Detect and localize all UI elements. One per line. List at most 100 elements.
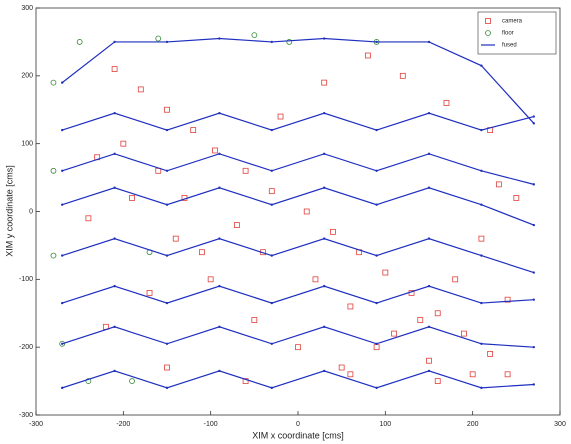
fused-vertex	[532, 383, 535, 386]
camera-point	[495, 181, 502, 188]
fused-vertex	[532, 122, 535, 125]
x-tick-label: -200	[116, 421, 130, 428]
camera-point	[391, 330, 397, 337]
camera-point	[295, 344, 301, 351]
fused-vertex	[323, 369, 326, 373]
camera-point	[434, 310, 441, 317]
fused-vertex	[427, 325, 431, 329]
camera-point	[312, 276, 319, 283]
camera-point	[469, 371, 476, 378]
fused-vertex	[61, 254, 64, 257]
x-tick-label: 100	[379, 421, 391, 428]
fused-vertex	[323, 284, 326, 288]
camera-point	[513, 195, 520, 201]
camera-point	[399, 72, 406, 79]
camera-point	[207, 276, 214, 283]
camera-point	[347, 303, 354, 310]
fused-vertex	[218, 111, 221, 115]
camera-point	[504, 296, 511, 303]
fused-vertex	[375, 301, 378, 305]
x-tick-label: -100	[204, 421, 218, 428]
y-tick-label: 300	[21, 5, 33, 12]
fused-vertex	[323, 152, 326, 156]
camera-point	[137, 86, 144, 93]
floor-point	[50, 252, 57, 259]
fused-vertex	[270, 342, 273, 345]
floor-point	[286, 39, 293, 45]
camera-point	[146, 289, 153, 296]
fused-vertex	[165, 386, 169, 390]
fused-vertex	[480, 342, 483, 345]
fused-vertex	[323, 111, 326, 115]
fused-line	[61, 37, 535, 389]
fused-vertex	[375, 128, 378, 132]
fused-vertex	[427, 369, 431, 373]
x-tick-label: -300	[29, 421, 43, 428]
fused-vertex	[532, 115, 535, 118]
camera-point	[443, 100, 450, 106]
y-tick-label: 200	[21, 73, 33, 80]
y-tick-label: -300	[19, 412, 33, 419]
fused-vertex	[480, 128, 483, 132]
y-tick-label: -100	[19, 276, 33, 283]
legend-box	[477, 11, 557, 55]
fused-vertex	[61, 203, 64, 206]
fused-vertex	[323, 237, 326, 240]
fused-vertex	[427, 40, 431, 44]
camera-point	[164, 106, 170, 113]
fused-vertex	[61, 301, 64, 305]
fused-vertex	[61, 342, 64, 345]
fused-vertex	[113, 284, 116, 288]
camera-point	[120, 140, 127, 147]
fused-vertex	[61, 128, 64, 132]
fused-vertex	[323, 37, 326, 40]
fused-vertex	[113, 186, 116, 189]
camera-point	[417, 317, 424, 323]
fused-vertex	[323, 186, 326, 189]
fused-vertex	[113, 325, 116, 329]
y-tick-label: 100	[21, 141, 33, 148]
legend-label: floor	[502, 31, 514, 37]
camera-point	[461, 330, 467, 337]
fused-vertex	[165, 203, 169, 206]
camera-point	[303, 208, 310, 215]
camera-point	[504, 371, 511, 378]
fused-vertex	[323, 325, 326, 329]
camera-point	[478, 235, 485, 242]
camera-point	[434, 378, 441, 384]
fused-vertex	[532, 298, 535, 301]
fused-vertex	[218, 152, 221, 156]
fused-vertex	[218, 237, 221, 240]
camera-point	[111, 66, 118, 72]
fused-vertex	[427, 111, 431, 115]
legend-label: fused	[502, 43, 517, 49]
camera-point	[212, 147, 218, 154]
camera-point	[199, 249, 205, 256]
y-tick-label: -200	[19, 344, 33, 351]
fused-vertex	[113, 152, 116, 156]
fused-vertex	[532, 223, 535, 227]
fused-vertex	[480, 169, 483, 172]
fused-vertex	[165, 342, 169, 345]
x-tick-label: 200	[467, 421, 479, 428]
floor-point	[251, 32, 258, 39]
x-tick-label: 0	[296, 421, 300, 428]
fused-vertex	[375, 40, 378, 44]
camera-point	[330, 228, 336, 235]
floor-point	[76, 39, 83, 45]
camera-point	[347, 371, 354, 378]
camera-point	[242, 167, 249, 174]
fused-vertex	[480, 64, 483, 67]
camera-point	[382, 269, 389, 276]
fused-vertex	[165, 254, 169, 257]
fused-vertex	[218, 284, 221, 288]
camera-point	[164, 364, 170, 371]
fused-vertex	[61, 386, 64, 390]
legend-label: camera	[502, 19, 523, 25]
fused-vertex	[61, 81, 64, 84]
floor-point	[129, 378, 135, 384]
fused-vertex	[427, 284, 431, 288]
fused-vertex	[165, 40, 169, 44]
floor-point	[50, 79, 57, 86]
